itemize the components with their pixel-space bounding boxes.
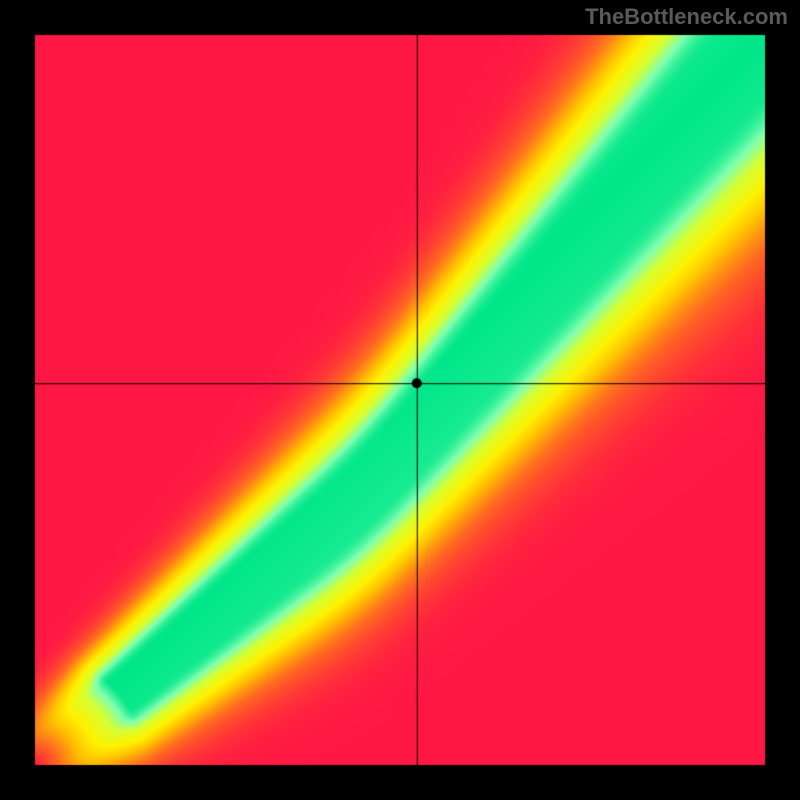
watermark-text: TheBottleneck.com — [585, 4, 788, 30]
bottleneck-heatmap — [0, 0, 800, 800]
